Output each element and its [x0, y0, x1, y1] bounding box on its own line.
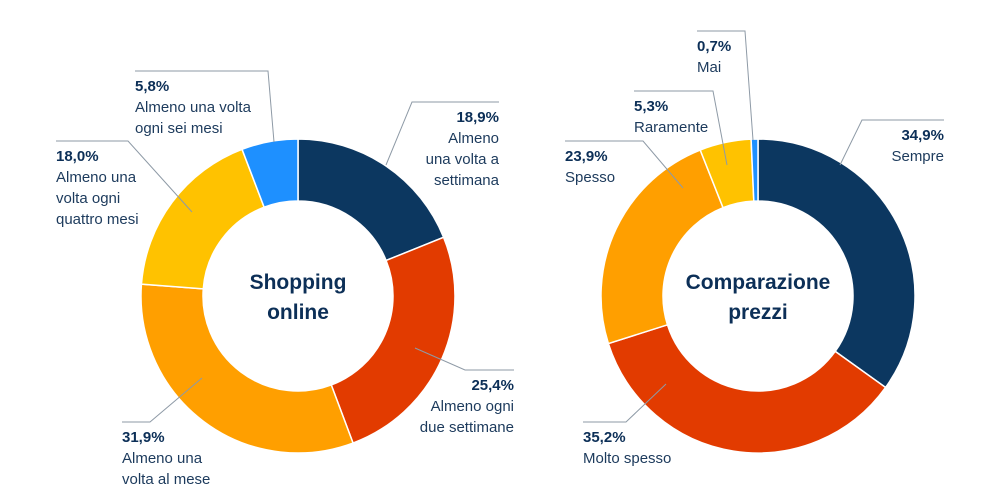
- slice-category-label: Spesso: [565, 169, 615, 186]
- leader-line: [135, 70, 275, 143]
- slice-category-label: quattro mesi: [56, 211, 139, 228]
- slice-value-label: 0,7%: [697, 38, 731, 55]
- slice-value-label: 31,9%: [122, 429, 165, 446]
- slice-category-label: volta ogni: [56, 190, 120, 207]
- slice-value-label: 5,3%: [634, 98, 668, 115]
- slice-value-label: 5,8%: [135, 78, 169, 95]
- donut-center-title: Shopping: [250, 271, 347, 294]
- slice-value-label: 18,9%: [456, 109, 499, 126]
- leader-line: [385, 101, 499, 166]
- donut-chart-shopping-online: 18,9% Almeno una volta a settimana 25,4% Alme…: [56, 70, 514, 488]
- donut-center-title: online: [267, 301, 329, 324]
- slice-category-label: Almeno una volta: [135, 99, 252, 116]
- donut-slice: [297, 138, 445, 262]
- slice-category-label: ogni sei mesi: [135, 120, 223, 137]
- slice-value-label: 23,9%: [565, 148, 608, 165]
- slice-category-label: una volta a: [426, 151, 500, 168]
- slice-category-label: Almeno ogni: [431, 398, 514, 415]
- donut-slice: [140, 148, 266, 290]
- donut-slice: [600, 149, 725, 345]
- leader-line: [839, 119, 944, 166]
- leader-line: [565, 140, 684, 189]
- donut-slice: [330, 236, 456, 445]
- slice-value-label: 25,4%: [471, 377, 514, 394]
- slice-category-label: settimana: [434, 172, 500, 189]
- donut-center-title: Comparazione: [686, 271, 831, 294]
- slice-category-label: Mai: [697, 59, 721, 76]
- slice-category-label: volta al mese: [122, 471, 210, 488]
- leader-line: [414, 347, 514, 371]
- slice-category-label: Almeno una: [122, 450, 203, 467]
- donut-chart-comparazione-prezzi: 34,9% Sempre 35,2% Molto spesso 23,9% Spesso 5…: [565, 30, 944, 467]
- slice-category-label: Sempre: [891, 148, 944, 165]
- donut-slice: [140, 283, 354, 454]
- slice-value-label: 18,0%: [56, 148, 99, 165]
- leader-line: [634, 90, 728, 166]
- slice-category-label: due settimane: [420, 419, 514, 436]
- slice-value-label: 34,9%: [901, 127, 944, 144]
- slice-category-label: Almeno: [448, 130, 499, 147]
- slice-category-label: Molto spesso: [583, 450, 671, 467]
- slice-value-label: 35,2%: [583, 429, 626, 446]
- leader-line: [56, 140, 193, 213]
- donut-slice: [757, 138, 916, 389]
- slice-category-label: Raramente: [634, 119, 708, 136]
- slice-category-label: Almeno una: [56, 169, 137, 186]
- donut-slice: [241, 138, 299, 209]
- leader-line: [122, 377, 203, 423]
- leader-line: [583, 383, 667, 423]
- donut-slice: [607, 323, 887, 454]
- leader-line: [697, 30, 754, 141]
- donut-center-title: prezzi: [728, 301, 788, 324]
